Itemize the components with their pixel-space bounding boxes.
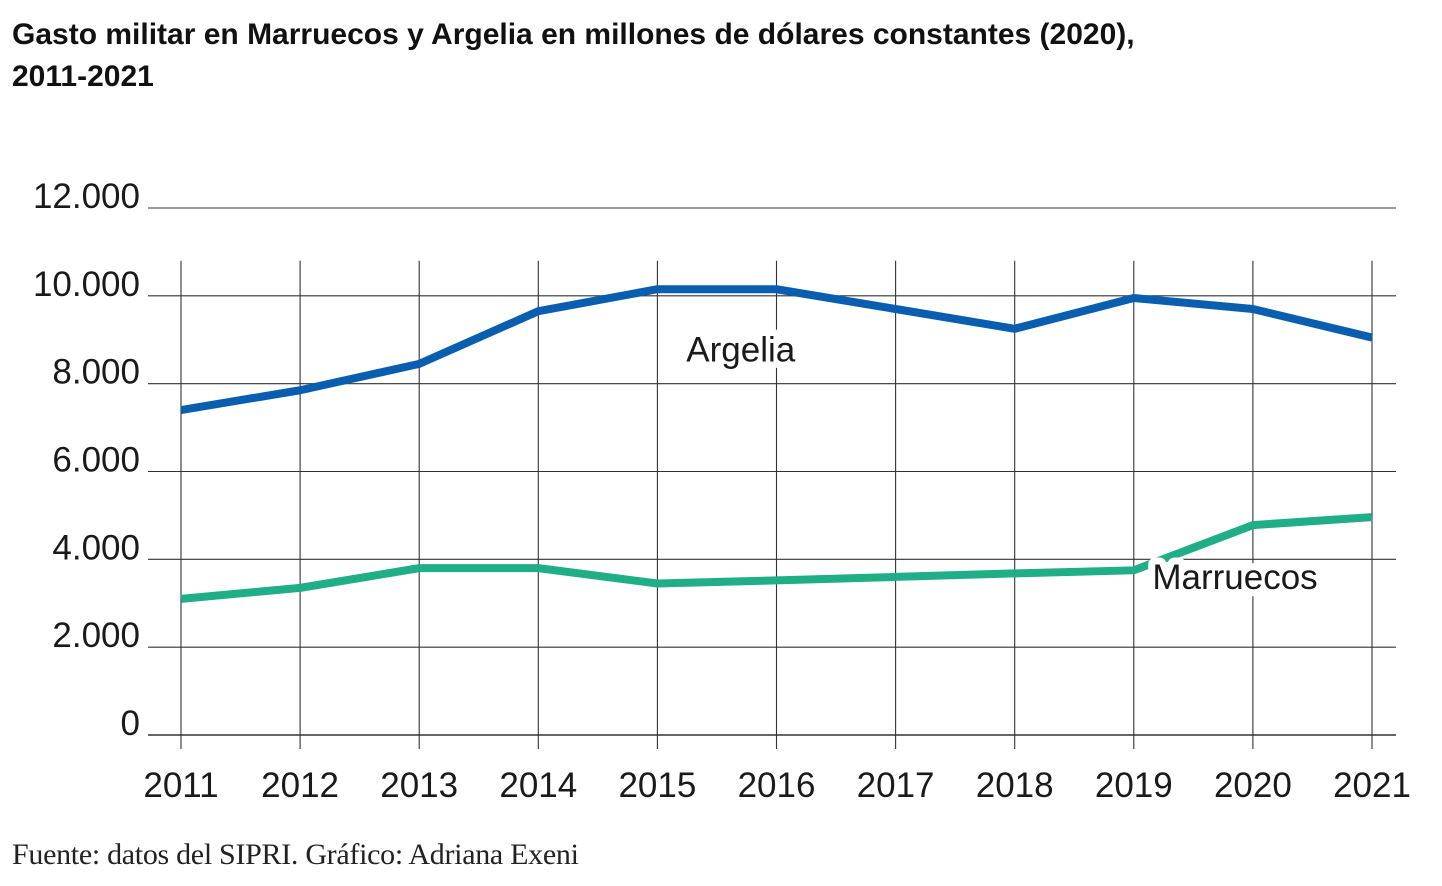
source-note: Fuente: datos del SIPRI. Gráfico: Adrian… (12, 838, 579, 871)
x-tick-label: 2011 (143, 766, 218, 805)
x-tick-label: 2020 (1214, 766, 1292, 805)
y-tick-label: 4.000 (52, 528, 140, 567)
y-tick-label: 10.000 (33, 265, 140, 304)
x-tick-label: 2012 (261, 766, 339, 805)
x-tick-label: 2021 (1333, 766, 1411, 805)
chart-title-line-1: Gasto militar en Marruecos y Argelia en … (12, 18, 1135, 51)
chart-title: Gasto militar en Marruecos y Argelia en … (12, 14, 1432, 98)
x-tick-label: 2015 (618, 766, 696, 805)
y-tick-label: 12.000 (33, 177, 140, 216)
y-tick-label: 2.000 (52, 616, 140, 655)
series-label-halo: Argelia (686, 331, 795, 370)
chart-title-line-2: 2011-2021 (12, 60, 154, 93)
series-label-marruecos: Marruecos (1152, 558, 1317, 597)
x-tick-label: 2018 (976, 766, 1054, 805)
y-tick-label: 8.000 (52, 353, 140, 392)
series-label-argelia: Argelia (686, 331, 795, 370)
x-axis-ticks: 2011 2012 2013 2014 2015 2016 2017 2018 2019 2020… (143, 766, 1411, 805)
series-line-marruecos (180, 513, 1373, 603)
x-tick-label: 2017 (857, 766, 935, 805)
series-label-halo: Marruecos (1152, 558, 1317, 597)
x-tick-label: 2014 (499, 766, 577, 805)
y-tick-label: 0 (121, 704, 140, 743)
series-line-argelia (180, 285, 1373, 414)
series-lines (180, 285, 1373, 603)
x-tick-label: 2019 (1095, 766, 1173, 805)
x-tick-label: 2016 (738, 766, 816, 805)
y-tick-label: 6.000 (52, 441, 140, 480)
x-tick-label: 2013 (380, 766, 458, 805)
grid-layer: 0 2.000 4.000 6.000 8.000 10.000 12.000 (33, 177, 1396, 749)
